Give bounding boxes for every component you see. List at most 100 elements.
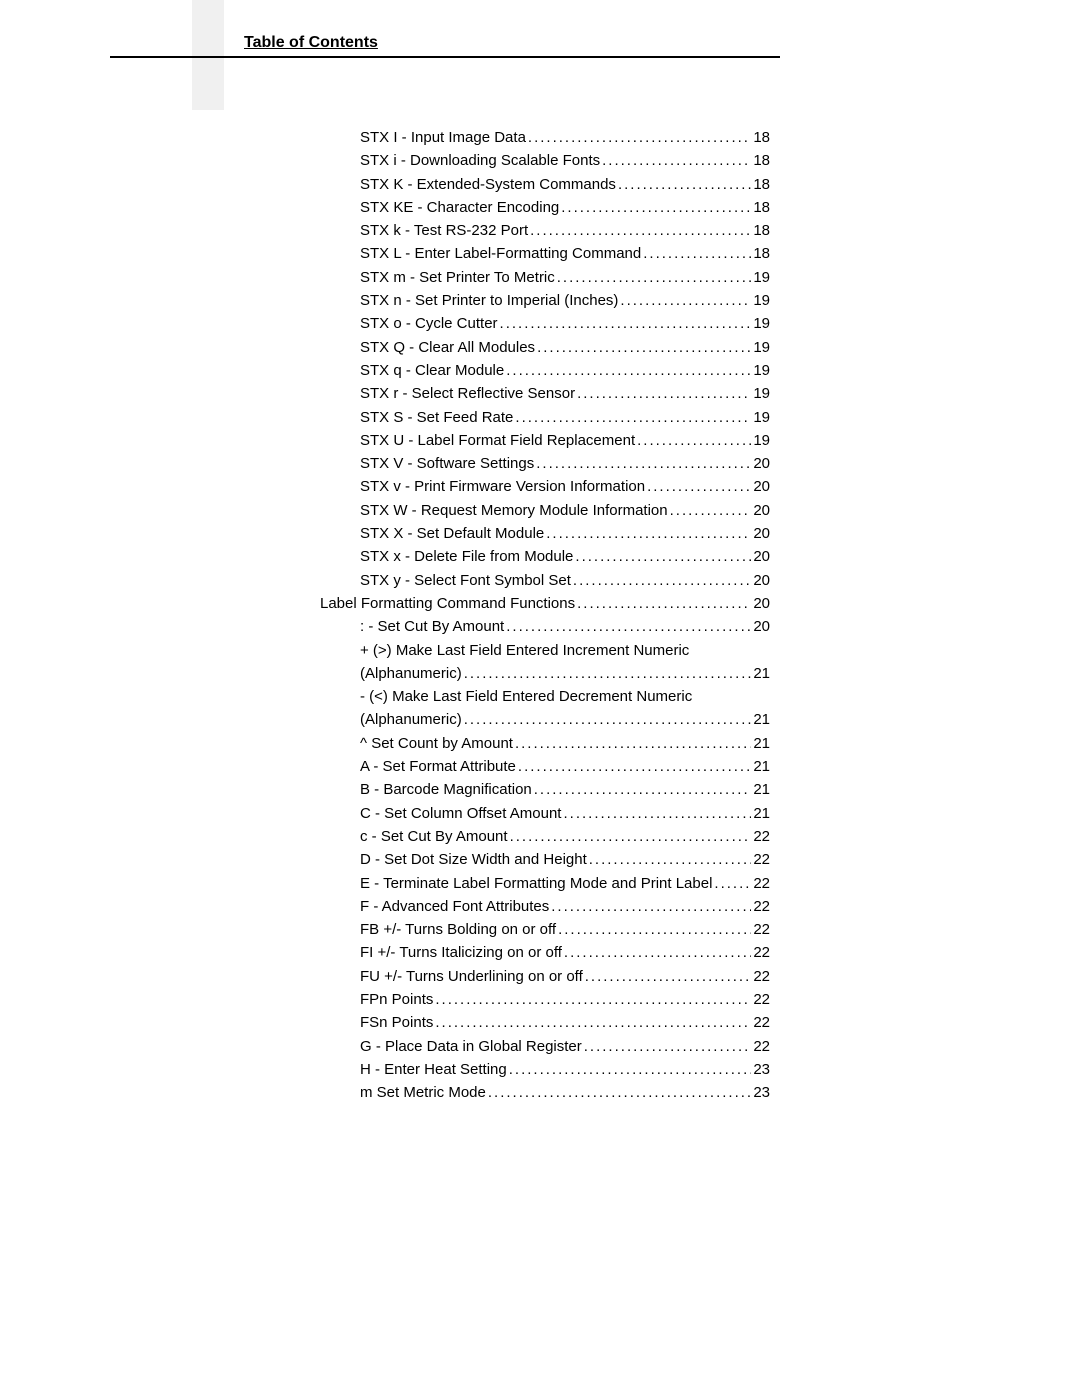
toc-entry: + (>) Make Last Field Entered Increment …: [360, 639, 770, 686]
toc-entry: STX U - Label Format Field Replacement 1…: [360, 429, 770, 452]
toc-leader-dots: [647, 475, 751, 498]
toc-label: STX m - Set Printer To Metric: [360, 266, 555, 289]
toc-page-number: 20: [753, 499, 770, 522]
toc-entry: B - Barcode Magnification 21: [360, 778, 770, 801]
toc-page-number: 18: [753, 242, 770, 265]
toc-entry: STX q - Clear Module 19: [360, 359, 770, 382]
header-underline: [110, 56, 780, 58]
toc-entry: FU +/- Turns Underlining on or off 22: [360, 965, 770, 988]
toc-entry: F - Advanced Font Attributes 22: [360, 895, 770, 918]
toc-leader-dots: [510, 825, 752, 848]
toc-entry: G - Place Data in Global Register 22: [360, 1035, 770, 1058]
toc-page-number: 19: [753, 382, 770, 405]
toc-label: STX k - Test RS-232 Port: [360, 219, 528, 242]
toc-leader-dots: [561, 196, 751, 219]
toc-entry: STX x - Delete File from Module 20: [360, 545, 770, 568]
toc-entry: FPn Points 22: [360, 988, 770, 1011]
toc-page-number: 23: [753, 1058, 770, 1081]
toc-label: FU +/- Turns Underlining on or off: [360, 965, 583, 988]
toc-label: STX KE - Character Encoding: [360, 196, 559, 219]
toc-page-number: 19: [753, 406, 770, 429]
toc-leader-dots: [670, 499, 752, 522]
toc-label: STX I - Input Image Data: [360, 126, 526, 149]
toc-entry: - (<) Make Last Field Entered Decrement …: [360, 685, 770, 732]
toc-leader-dots: [518, 755, 751, 778]
toc-entry: STX KE - Character Encoding 18: [360, 196, 770, 219]
toc-label: STX i - Downloading Scalable Fonts: [360, 149, 600, 172]
toc-leader-dots: [585, 965, 752, 988]
toc-label-continued: (Alphanumeric): [360, 662, 462, 685]
toc-leader-dots: [515, 732, 751, 755]
toc-entry: m Set Metric Mode 23: [360, 1081, 770, 1104]
toc-entry: STX v - Print Firmware Version Informati…: [360, 475, 770, 498]
toc-entry: STX k - Test RS-232 Port 18: [360, 219, 770, 242]
toc-entry: A - Set Format Attribute 21: [360, 755, 770, 778]
toc-entry: STX Q - Clear All Modules 19: [360, 336, 770, 359]
toc-entry: STX L - Enter Label-Formatting Command 1…: [360, 242, 770, 265]
toc-label: STX r - Select Reflective Sensor: [360, 382, 575, 405]
toc-label: STX q - Clear Module: [360, 359, 504, 382]
toc-leader-dots: [528, 126, 751, 149]
toc-leader-dots: [500, 312, 752, 335]
toc-label: STX K - Extended-System Commands: [360, 173, 616, 196]
toc-entry: STX I - Input Image Data 18: [360, 126, 770, 149]
toc-entry: STX n - Set Printer to Imperial (Inches)…: [360, 289, 770, 312]
toc-label: ^ Set Count by Amount: [360, 732, 513, 755]
toc-label: STX L - Enter Label-Formatting Command: [360, 242, 641, 265]
toc-label: F - Advanced Font Attributes: [360, 895, 549, 918]
toc-page-number: 19: [753, 359, 770, 382]
toc-page-number: 22: [753, 825, 770, 848]
toc-page-number: 21: [753, 802, 770, 825]
toc-leader-dots: [589, 848, 752, 871]
toc-entry: FSn Points 22: [360, 1011, 770, 1034]
toc-page-number: 20: [753, 569, 770, 592]
toc-leader-dots: [506, 359, 751, 382]
toc-page-number: 20: [753, 615, 770, 638]
toc-label: STX U - Label Format Field Replacement: [360, 429, 635, 452]
toc-leader-dots: [464, 662, 752, 685]
toc-leader-dots: [643, 242, 751, 265]
toc-page-number: 18: [753, 126, 770, 149]
toc-entry: STX S - Set Feed Rate 19: [360, 406, 770, 429]
toc-label: A - Set Format Attribute: [360, 755, 516, 778]
toc-leader-dots: [488, 1081, 751, 1104]
toc-leader-dots: [435, 988, 751, 1011]
toc-leader-dots: [563, 802, 751, 825]
toc-label: : - Set Cut By Amount: [360, 615, 504, 638]
toc-leader-dots: [714, 872, 751, 895]
toc-leader-dots: [557, 266, 752, 289]
toc-page-number: 18: [753, 149, 770, 172]
toc-label: C - Set Column Offset Amount: [360, 802, 561, 825]
toc-entry: STX r - Select Reflective Sensor 19: [360, 382, 770, 405]
toc-entry: STX W - Request Memory Module Informatio…: [360, 499, 770, 522]
toc-label: FI +/- Turns Italicizing on or off: [360, 941, 562, 964]
toc-leader-dots: [620, 289, 751, 312]
toc-entry: STX K - Extended-System Commands 18: [360, 173, 770, 196]
toc-page-number: 22: [753, 988, 770, 1011]
table-of-contents: STX I - Input Image Data 18STX i - Downl…: [320, 126, 770, 1104]
toc-entry: FB +/- Turns Bolding on or off 22: [360, 918, 770, 941]
toc-page-number: 22: [753, 941, 770, 964]
toc-label: - (<) Make Last Field Entered Decrement …: [360, 685, 770, 708]
toc-entry: ^ Set Count by Amount 21: [360, 732, 770, 755]
toc-page-number: 19: [753, 312, 770, 335]
toc-leader-dots: [575, 545, 751, 568]
toc-page-number: 22: [753, 895, 770, 918]
toc-entry: STX o - Cycle Cutter 19: [360, 312, 770, 335]
toc-leader-dots: [577, 382, 751, 405]
toc-label: STX x - Delete File from Module: [360, 545, 573, 568]
toc-page-number: 19: [753, 429, 770, 452]
page-title: Table of Contents: [244, 34, 378, 52]
sidebar-gray-bar: [192, 0, 224, 110]
toc-page-number: 20: [753, 475, 770, 498]
toc-label: + (>) Make Last Field Entered Increment …: [360, 639, 770, 662]
toc-entry: STX y - Select Font Symbol Set 20: [360, 569, 770, 592]
toc-page-number: 22: [753, 848, 770, 871]
toc-leader-dots: [546, 522, 751, 545]
toc-leader-dots: [573, 569, 751, 592]
toc-entry: STX X - Set Default Module 20: [360, 522, 770, 545]
toc-label: STX o - Cycle Cutter: [360, 312, 498, 335]
toc-label: m Set Metric Mode: [360, 1081, 486, 1104]
toc-page-number: 20: [753, 522, 770, 545]
toc-entry: STX i - Downloading Scalable Fonts 18: [360, 149, 770, 172]
